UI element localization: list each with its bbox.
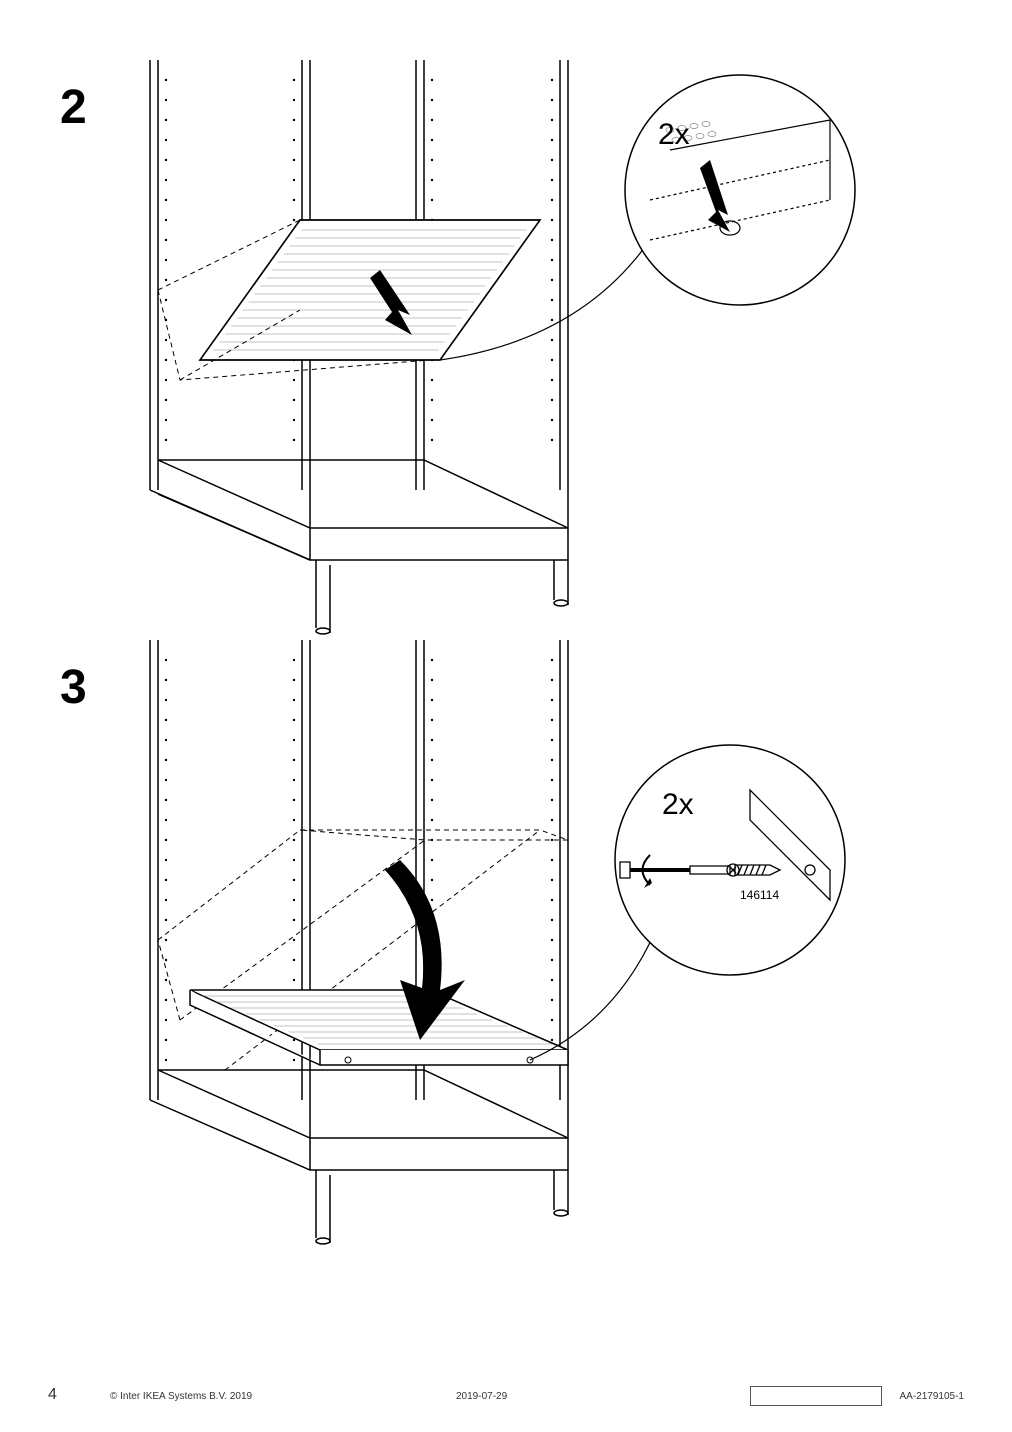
copyright-text: © Inter IKEA Systems B.V. 2019 <box>110 1391 252 1402</box>
document-id: AA-2179105-1 <box>900 1391 965 1402</box>
footer-box <box>750 1386 882 1406</box>
part-number-label: 146114 <box>740 888 779 902</box>
step-3-diagram <box>130 640 910 1260</box>
screw-icon <box>727 864 780 876</box>
quantity-label-step2: 2x <box>658 118 690 152</box>
step-number-3: 3 <box>60 660 87 715</box>
footer-date: 2019-07-29 <box>456 1391 507 1402</box>
step-2-diagram <box>130 60 910 640</box>
page-footer: 4 © Inter IKEA Systems B.V. 2019 2019-07… <box>0 1380 1012 1404</box>
step-number-2: 2 <box>60 80 87 135</box>
quantity-label-step3: 2x <box>662 788 694 822</box>
peg-holes-left <box>165 79 167 441</box>
callout-bubble-step2 <box>440 75 855 360</box>
assembly-instruction-page: 2 <box>0 0 1012 1432</box>
page-number: 4 <box>48 1386 57 1404</box>
